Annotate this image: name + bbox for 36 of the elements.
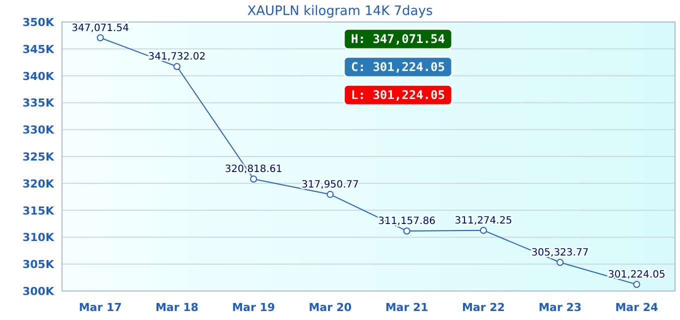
point: [633, 280, 640, 288]
y-tick-label: 320K: [22, 177, 54, 190]
x-tick-label: Mar 24: [615, 301, 658, 314]
x-tick-label: Mar 20: [308, 301, 352, 314]
y-tick-label: 340K: [22, 70, 54, 83]
point: [403, 227, 410, 234]
point: [173, 62, 180, 70]
x-tick-label: Mar 18: [155, 301, 198, 314]
y-tick-label: 345K: [22, 42, 54, 56]
y-tick-label: 315K: [22, 204, 54, 218]
data-label: 301,224.05: [608, 269, 666, 280]
point: [326, 190, 334, 198]
x-tick-label: Mar 19: [232, 301, 276, 314]
point: [250, 175, 258, 182]
y-tick-label: 300K: [22, 285, 54, 298]
data-label: 347,071.54: [72, 22, 129, 34]
data-label: 317,950.77: [302, 179, 359, 190]
y-tick-label: 310K: [22, 231, 54, 244]
x-tick-label: Mar 22: [462, 301, 505, 314]
x-tick-label: Mar 17: [78, 301, 122, 314]
data-label: 341,732.02: [148, 51, 206, 62]
point: [96, 34, 104, 42]
data-label: 311,274.25: [454, 215, 512, 226]
chart-title: XAUPLN kilogram 14K 7days: [247, 4, 433, 19]
y-tick-label: 335K: [22, 96, 54, 110]
annotation: C: 301,224.05: [351, 60, 445, 74]
x-tick-label: Mar 21: [385, 301, 428, 314]
point: [480, 226, 487, 234]
y-tick-label: 350K: [22, 16, 54, 29]
y-tick-label: 325K: [22, 150, 54, 164]
point: [556, 258, 564, 266]
annotation: H: 347,071.54: [351, 32, 445, 46]
y-tick-label: 305K: [22, 258, 54, 272]
y-tick-label: 330K: [22, 124, 54, 137]
x-tick-label: Mar 23: [538, 301, 582, 314]
annotation: L: 301,224.05: [351, 88, 445, 102]
